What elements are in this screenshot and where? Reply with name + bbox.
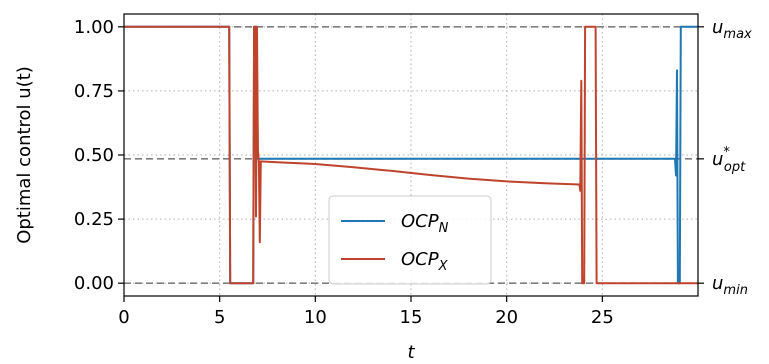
reference-label: umax <box>712 17 752 42</box>
x-tick-label: 10 <box>304 307 327 328</box>
x-tick-label: 15 <box>400 307 423 328</box>
y-tick-label: 1.00 <box>74 17 114 38</box>
y-tick-label: 0.50 <box>74 145 114 166</box>
legend: OCPN OCPX <box>328 195 492 285</box>
legend-label: OCPN <box>401 211 449 236</box>
reference-label: u* opt <box>712 145 746 175</box>
y-axis-label: Optimal control u(t) <box>14 66 35 244</box>
x-tick-label: 20 <box>495 307 518 328</box>
x-tick-label: 5 <box>214 307 225 328</box>
x-axis-label: t <box>407 342 415 363</box>
series-lines <box>124 25 698 285</box>
series-line <box>124 25 698 285</box>
legend-box <box>328 195 492 285</box>
y-axis-ticks: 0.00 0.25 0.50 0.75 1.00 <box>74 17 124 294</box>
reference-labels: umax u* opt umin <box>698 17 752 298</box>
x-axis-ticks: 0 5 10 15 20 25 <box>118 296 614 328</box>
x-tick-label: 0 <box>118 307 129 328</box>
y-tick-label: 0.25 <box>74 209 114 230</box>
reference-label: umin <box>712 273 748 298</box>
x-tick-label: 25 <box>591 307 614 328</box>
legend-label: OCPX <box>401 249 449 274</box>
y-tick-label: 0.00 <box>74 273 114 294</box>
y-tick-label: 0.75 <box>74 81 114 102</box>
